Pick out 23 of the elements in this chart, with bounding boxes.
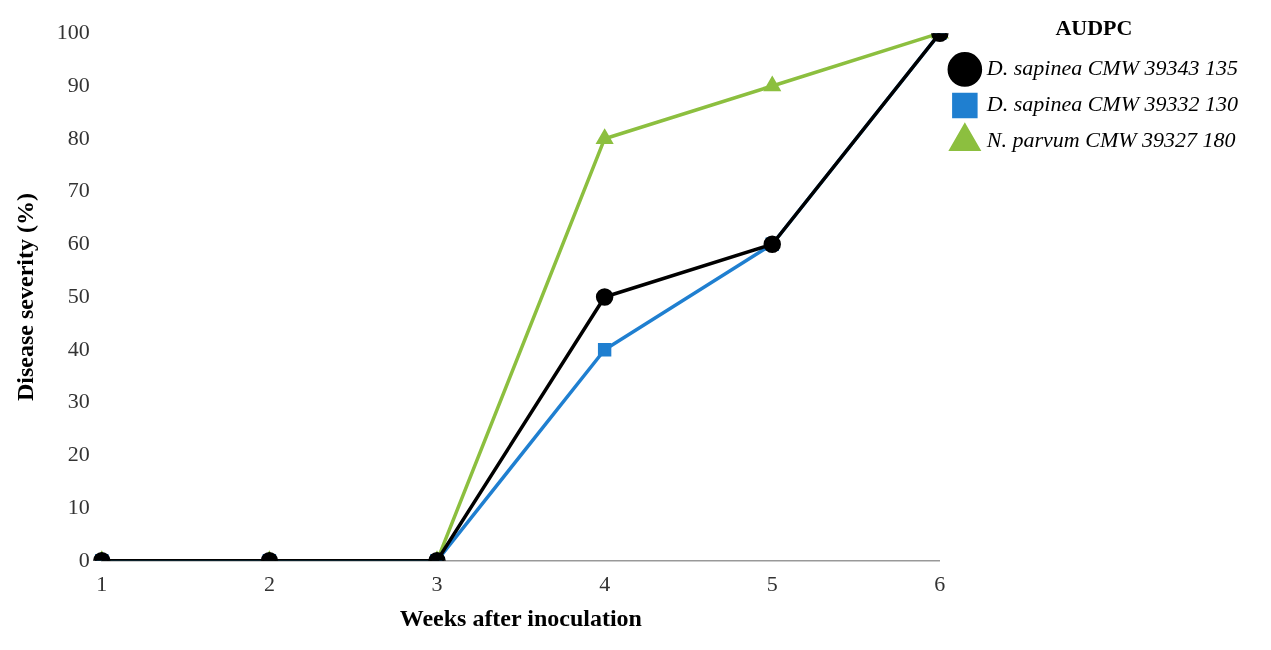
y-tick-label: 80 [67,124,90,150]
y-tick-label: 10 [67,493,90,519]
y-tick-label: 70 [67,177,90,203]
x-tick-label: 4 [599,570,611,596]
x-axis-title: Weeks after inoculation [399,604,642,631]
y-tick-label: 20 [67,441,90,467]
legend-label: D. sapinea CMW 39332 130 [985,91,1238,117]
y-tick-label: 40 [67,335,90,361]
y-tick-label: 50 [67,282,90,308]
y-tick-label: 100 [56,18,90,44]
x-tick-label: 1 [96,570,108,596]
legend-title: AUDPC [1055,14,1133,40]
legend-label: D. sapinea CMW 39343 135 [985,55,1238,81]
x-tick-label: 5 [766,570,778,596]
x-tick-label: 2 [263,570,275,596]
x-tick-label: 3 [431,570,443,596]
y-tick-label: 60 [67,230,90,256]
y-axis-title: Disease severity (%) [11,193,38,401]
y-tick-label: 0 [78,546,90,572]
y-tick-label: 90 [67,71,90,97]
x-tick-label: 6 [934,570,946,596]
y-tick-label: 30 [67,388,90,414]
legend-label: N. parvum CMW 39327 180 [985,127,1236,153]
